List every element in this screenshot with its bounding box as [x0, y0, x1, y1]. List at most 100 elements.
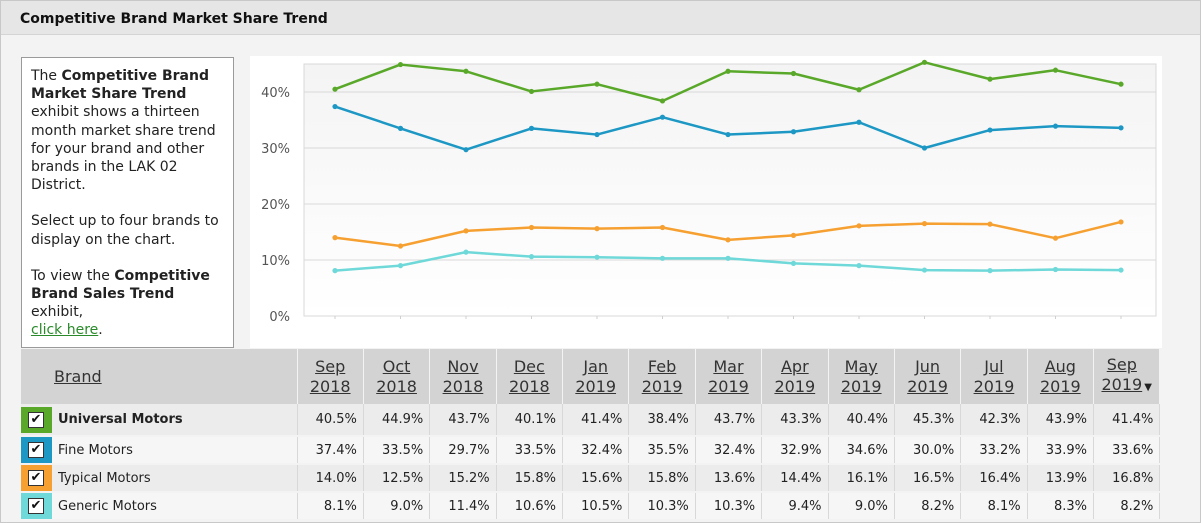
sort-desc-icon: ▼ [1144, 382, 1152, 393]
share-value-cell: 32.4% [695, 436, 763, 465]
month-header-label[interactable]: Jan 2019 [575, 357, 616, 397]
data-point [594, 131, 600, 138]
table-body: ✔ Universal Motors 40.5% 44.9% 43.7% 40.1% 41.… [21, 404, 1161, 521]
table-header-row: Brand Sep 2018 Oct 2018 Nov 2018 Dec 2018 Jan 201… [21, 349, 1161, 404]
month-year: 2019 [774, 376, 816, 396]
month-header-label[interactable]: May 2019 [841, 357, 882, 397]
data-point [397, 125, 404, 131]
month-header-label[interactable]: Dec 2018 [509, 357, 550, 397]
month-header-12[interactable]: Sep 2019 ▼ [1093, 349, 1161, 404]
brand-checkbox[interactable]: ✔ [28, 411, 44, 428]
sales-exhibit-name: Competitive Brand Sales Trend [31, 267, 210, 303]
month-header-10[interactable]: Jul 2019 [960, 349, 1028, 404]
y-tick-label: 30% [261, 142, 290, 157]
month-header-8[interactable]: May 2019 [828, 349, 895, 404]
data-point [397, 61, 404, 68]
link-intro-rest: exhibit, [31, 304, 84, 321]
panel-title-bar: Competitive Brand Market Share Trend [1, 1, 1200, 35]
month-header-6[interactable]: Mar 2019 [695, 349, 763, 404]
panel-title: Competitive Brand Market Share Trend [20, 11, 328, 27]
data-point [332, 268, 338, 274]
market-share-table: Brand Sep 2018 Oct 2018 Nov 2018 Dec 2018 Jan 201… [21, 349, 1161, 521]
data-point [1118, 219, 1124, 225]
brand-column-header[interactable]: Brand [21, 349, 298, 404]
data-point [790, 232, 797, 238]
month-header-label[interactable]: Jun 2019 [907, 357, 948, 397]
month-header-label[interactable]: Nov 2018 [443, 357, 484, 397]
data-point [790, 129, 797, 135]
data-point [725, 237, 731, 243]
month-header-2[interactable]: Nov 2018 [429, 349, 497, 404]
data-point [1118, 267, 1124, 273]
brand-checkbox[interactable]: ✔ [28, 442, 44, 458]
share-value-cell: 37.4% [297, 436, 364, 465]
month-name: Dec [513, 356, 545, 376]
brand-name: Fine Motors [58, 442, 133, 458]
data-point [856, 119, 862, 125]
y-tick-label: 0% [269, 310, 290, 325]
month-header-label[interactable]: Aug 2019 [1040, 357, 1081, 397]
share-value-cell: 45.3% [894, 404, 962, 437]
share-value-cell: 33.9% [1027, 436, 1095, 465]
month-header-label[interactable]: Oct 2018 [376, 357, 417, 397]
month-header-label[interactable]: Mar 2019 [708, 357, 749, 397]
share-value-cell: 15.8% [628, 464, 696, 493]
intro-text-rest: exhibit shows a thirteen month market sh… [31, 104, 216, 194]
month-header-7[interactable]: Apr 2019 [761, 349, 829, 404]
share-value-cell: 13.6% [695, 464, 763, 493]
table-row: ✔ Generic Motors 8.1% 9.0% 11.4% 10.6% 10.5% 10… [21, 492, 1161, 521]
brand-cell: ✔ Typical Motors [21, 464, 298, 493]
data-point [659, 224, 666, 231]
share-value-cell: 15.2% [429, 464, 497, 493]
brand-checkbox[interactable]: ✔ [28, 470, 44, 486]
link-period: . [98, 322, 103, 339]
data-point [725, 68, 731, 74]
month-year: 2019 [1039, 376, 1081, 396]
month-year: 2018 [376, 376, 417, 396]
share-value-cell: 43.3% [761, 404, 829, 437]
description-intro: The Competitive Brand Market Share Trend… [31, 67, 223, 194]
month-header-label[interactable]: Sep 2018 [310, 357, 351, 397]
month-name: May [844, 356, 878, 376]
data-point [921, 221, 928, 227]
month-header-9[interactable]: Jun 2019 [894, 349, 962, 404]
share-value-cell: 43.7% [429, 404, 497, 437]
share-value-cell: 9.0% [828, 492, 895, 521]
month-year: 2019 [973, 376, 1015, 396]
link-intro-text: To view the [31, 267, 115, 284]
data-point [987, 127, 993, 133]
data-point [659, 98, 666, 104]
month-header-1[interactable]: Oct 2018 [363, 349, 431, 404]
month-year: 2019 [575, 376, 617, 396]
table-row: ✔ Fine Motors 37.4% 33.5% 29.7% 33.5% 32.4% 35.… [21, 436, 1161, 465]
description-instruction: Select up to four brands to display on t… [31, 213, 219, 248]
month-header-3[interactable]: Dec 2018 [496, 349, 564, 404]
click-here-link[interactable]: click here [31, 322, 99, 339]
month-header-label[interactable]: Sep 2019 [1101, 355, 1142, 395]
month-header-label[interactable]: Apr 2019 [774, 357, 815, 397]
y-tick-label: 40% [261, 86, 290, 101]
month-header-4[interactable]: Jan 2019 [562, 349, 630, 404]
month-header-label[interactable]: Jul 2019 [974, 357, 1015, 397]
month-header-label[interactable]: Feb 2019 [642, 357, 683, 397]
month-header-5[interactable]: Feb 2019 [628, 349, 696, 404]
month-header-11[interactable]: Aug 2019 [1027, 349, 1095, 404]
data-point [332, 235, 338, 241]
table-row: ✔ Typical Motors 14.0% 12.5% 15.2% 15.8% 15.6%… [21, 464, 1161, 493]
brand-checkbox[interactable]: ✔ [28, 498, 44, 514]
brand-header-label[interactable]: Brand [54, 366, 102, 386]
share-value-cell: 16.4% [960, 464, 1028, 493]
share-value-cell: 10.3% [695, 492, 763, 521]
month-header-0[interactable]: Sep 2018 [297, 349, 364, 404]
month-name: Apr [780, 356, 809, 376]
brand-cell: ✔ Universal Motors [21, 404, 298, 437]
share-value-cell: 43.9% [1027, 404, 1095, 437]
share-value-cell: 10.5% [562, 492, 630, 521]
month-year: 2018 [508, 376, 550, 396]
data-point [1052, 67, 1059, 73]
month-year: 2018 [442, 376, 484, 396]
share-value-cell: 10.3% [628, 492, 696, 521]
data-point [332, 86, 338, 92]
share-value-cell: 8.3% [1027, 492, 1095, 521]
